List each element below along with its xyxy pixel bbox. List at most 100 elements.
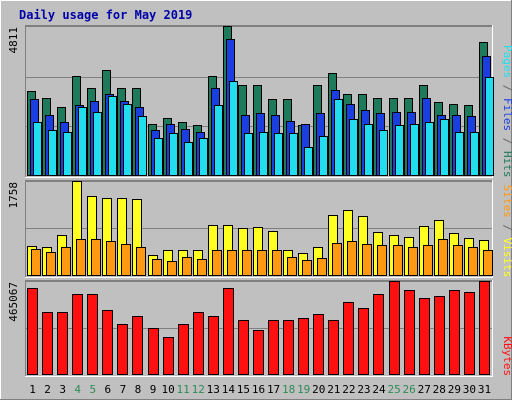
x-tick-labels: 1 2 3 4 5 6 7 8 9 10 11 12 13 14 15 16 17 18 19 20 21 22 23 24 2… xyxy=(29,383,491,396)
bar-pages-day-6 xyxy=(108,96,117,176)
bar-sites-day-24 xyxy=(377,245,387,276)
x-tick-label-day-25: 25 xyxy=(387,383,400,396)
bar-sites-day-18 xyxy=(287,257,297,276)
bar-sites-day-7 xyxy=(121,244,131,276)
bar-kbytes-day-31 xyxy=(479,281,490,375)
panel-top-legend: Pages / Files / Hits xyxy=(501,45,512,178)
bar-kbytes-day-16 xyxy=(253,330,264,375)
bar-kbytes-day-4 xyxy=(72,294,83,375)
bar-kbytes-day-19 xyxy=(298,318,309,375)
bar-pages-day-19 xyxy=(304,147,313,176)
bar-sites-day-28 xyxy=(438,239,448,276)
bar-sites-day-2 xyxy=(46,252,56,276)
bar-pages-day-24 xyxy=(379,130,388,176)
legend-entry-files: Files xyxy=(501,91,512,131)
panel-bottom-ymax-label: 465067 xyxy=(7,282,20,322)
bar-sites-day-15 xyxy=(242,250,252,276)
bar-sites-day-12 xyxy=(197,259,207,276)
legend-entry-kbytes: KBytes xyxy=(501,336,512,376)
chart-title: Daily usage for May 2019 xyxy=(19,8,192,22)
bar-kbytes-day-17 xyxy=(268,320,279,375)
bar-kbytes-day-24 xyxy=(373,294,384,375)
panel-bottom-legend: KBytes xyxy=(501,336,512,376)
bar-pages-day-11 xyxy=(184,142,193,176)
bar-sites-day-10 xyxy=(167,261,177,276)
bar-sites-day-26 xyxy=(408,247,418,276)
bar-sites-day-29 xyxy=(453,245,463,276)
panel-top-ymax-label: 4811 xyxy=(7,27,20,54)
bar-pages-day-5 xyxy=(93,112,102,176)
bar-pages-day-18 xyxy=(289,133,298,176)
bar-pages-day-4 xyxy=(78,107,87,176)
bar-sites-day-14 xyxy=(227,250,237,276)
chart-panels: 4811 Pages / Files / Hits 1758 Sites / Visi… xyxy=(7,25,512,377)
x-tick-label-day-26: 26 xyxy=(403,383,416,396)
bar-kbytes-day-9 xyxy=(148,328,159,375)
x-tick-label-day-21: 21 xyxy=(327,383,340,396)
bar-pages-day-29 xyxy=(455,132,464,176)
x-tick-label-day-9: 9 xyxy=(150,383,157,396)
bar-kbytes-day-13 xyxy=(208,316,219,375)
bar-sites-day-16 xyxy=(257,250,267,276)
x-tick-label-day-18: 18 xyxy=(282,383,295,396)
bar-pages-day-12 xyxy=(199,138,208,176)
bar-pages-day-31 xyxy=(485,77,494,176)
x-tick-label-day-30: 30 xyxy=(463,383,476,396)
legend-entry-visits: Visits xyxy=(501,231,512,277)
bar-kbytes-day-30 xyxy=(464,292,475,375)
bar-pages-day-25 xyxy=(395,125,404,176)
x-tick-label-day-11: 11 xyxy=(177,383,190,396)
x-tick-label-day-20: 20 xyxy=(312,383,325,396)
bar-pages-day-15 xyxy=(244,133,253,176)
bar-pages-day-10 xyxy=(169,133,178,176)
legend-entry-hits: Hits xyxy=(501,144,512,177)
x-tick-label-day-17: 17 xyxy=(267,383,280,396)
bar-sites-day-11 xyxy=(182,257,192,276)
legend-entry-pages: Pages xyxy=(501,45,512,78)
bar-pages-day-20 xyxy=(319,136,328,176)
bar-kbytes-day-28 xyxy=(434,296,445,375)
x-tick-label-day-31: 31 xyxy=(478,383,491,396)
bar-pages-day-26 xyxy=(410,124,419,176)
legend-entry-sites: Sites xyxy=(501,185,512,218)
bar-kbytes-day-2 xyxy=(42,312,53,375)
bar-pages-day-14 xyxy=(229,81,238,176)
bar-sites-day-31 xyxy=(483,250,493,276)
x-tick-label-day-8: 8 xyxy=(135,383,142,396)
bar-kbytes-day-20 xyxy=(313,314,324,375)
bar-kbytes-day-26 xyxy=(404,290,415,375)
bar-kbytes-day-29 xyxy=(449,290,460,375)
x-tick-label-day-15: 15 xyxy=(237,383,250,396)
bar-kbytes-day-18 xyxy=(283,320,294,375)
bar-pages-day-13 xyxy=(214,105,223,176)
x-tick-label-day-14: 14 xyxy=(222,383,236,396)
bar-sites-day-8 xyxy=(136,247,146,276)
bar-sites-day-5 xyxy=(91,239,101,276)
bar-kbytes-day-14 xyxy=(223,288,234,375)
bar-sites-day-27 xyxy=(423,245,433,276)
bar-sites-day-4 xyxy=(76,239,86,276)
bar-sites-day-13 xyxy=(212,250,222,276)
bar-sites-day-21 xyxy=(332,243,342,276)
bar-kbytes-day-23 xyxy=(358,308,369,375)
bar-kbytes-day-6 xyxy=(102,310,113,375)
bar-sites-day-20 xyxy=(317,258,327,276)
bar-sites-day-17 xyxy=(272,250,282,276)
bar-sites-day-1 xyxy=(31,249,41,276)
x-tick-label-day-12: 12 xyxy=(192,383,205,396)
x-tick-label-day-13: 13 xyxy=(207,383,220,396)
bar-pages-day-3 xyxy=(63,132,72,176)
legend-entry-separator: / xyxy=(501,78,512,91)
bar-pages-day-22 xyxy=(349,119,358,176)
bar-sites-day-25 xyxy=(393,245,403,276)
bar-sites-day-9 xyxy=(152,259,162,276)
bar-kbytes-day-21 xyxy=(328,320,339,375)
x-tick-label-day-16: 16 xyxy=(252,383,265,396)
bar-kbytes-day-11 xyxy=(178,324,189,375)
x-tick-label-day-7: 7 xyxy=(120,383,127,396)
bar-kbytes-day-27 xyxy=(419,298,430,375)
bar-pages-day-17 xyxy=(274,133,283,176)
bar-kbytes-day-12 xyxy=(193,312,204,375)
